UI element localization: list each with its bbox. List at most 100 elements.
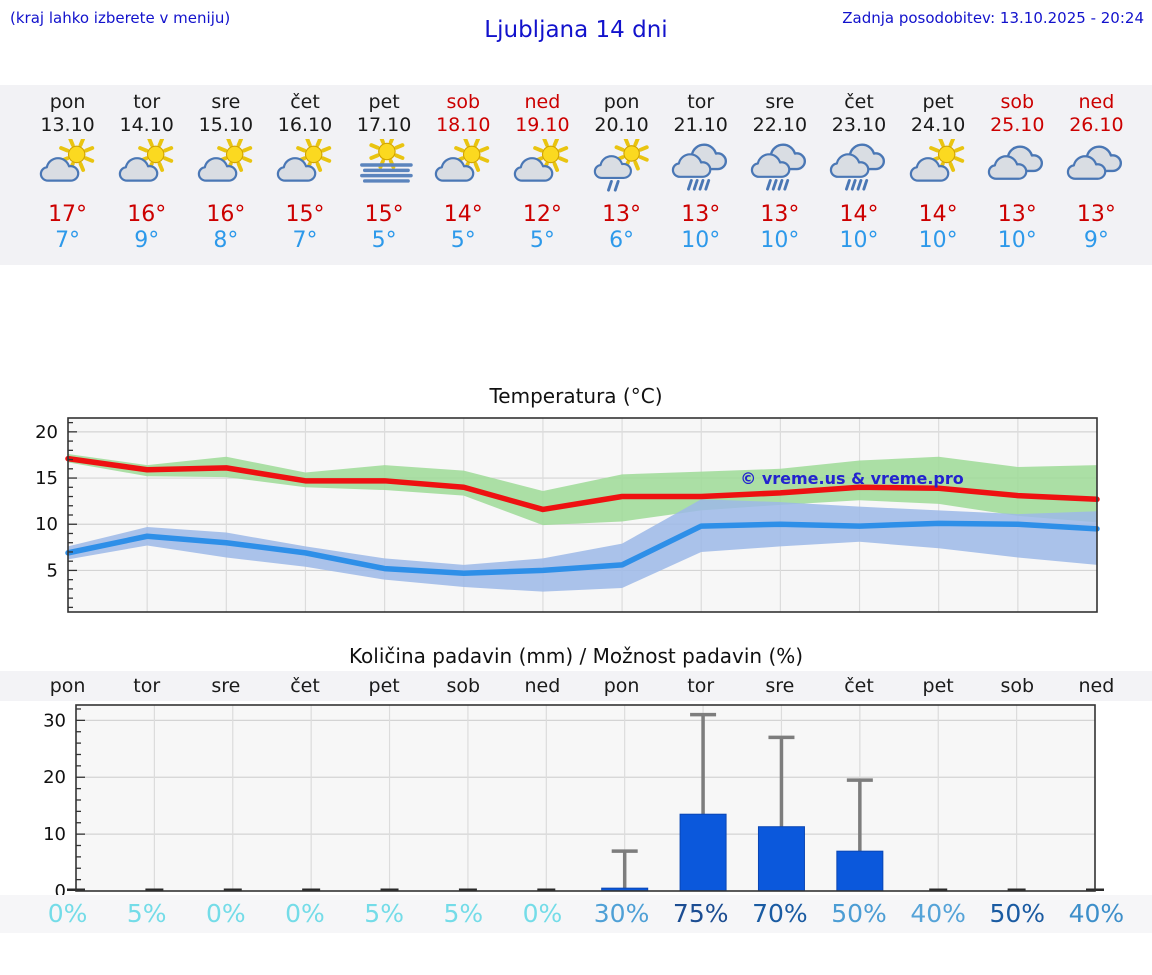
- high-temp: 16°: [127, 202, 167, 227]
- day-date: 17.10: [356, 114, 412, 136]
- precip-day-label: čet: [290, 675, 320, 697]
- high-temp: 13°: [997, 202, 1037, 227]
- day-date: 22.10: [752, 114, 808, 136]
- precip-day-label: sob: [446, 675, 481, 697]
- weather-icon: [107, 139, 186, 193]
- cloudy-icon: [1067, 145, 1123, 180]
- day-name: čet: [844, 91, 874, 113]
- partly-cloudy-icon: [118, 139, 173, 182]
- precip-probability: 70%: [752, 899, 808, 928]
- low-temp: 7°: [292, 228, 318, 253]
- partly-cloudy-icon: [909, 139, 965, 182]
- precip-probability: 40%: [910, 899, 966, 928]
- precip-probability: 5%: [443, 899, 484, 928]
- partly-cloudy-icon: [514, 139, 569, 182]
- cloudy-icon: [988, 145, 1044, 180]
- precip-probability: 75%: [672, 899, 729, 928]
- precip-day-label: čet: [844, 675, 874, 697]
- day-date: 23.10: [831, 114, 887, 136]
- precip-probability: 0%: [206, 899, 246, 928]
- precip-day-label: sob: [1000, 675, 1035, 697]
- svg-text:10: 10: [35, 514, 58, 535]
- precip-probability: 5%: [126, 899, 167, 928]
- day-date: 14.10: [119, 114, 174, 136]
- forecast-day: pon 13.10 17° 7°: [28, 85, 107, 265]
- fog-sun-icon: [360, 139, 413, 183]
- weather-icon: [265, 139, 344, 193]
- low-temp: 8°: [213, 228, 239, 253]
- precip-probability: 0%: [47, 899, 88, 928]
- day-name: sre: [765, 91, 795, 113]
- precip-day-label: ned: [1078, 675, 1115, 697]
- day-name: pon: [603, 91, 640, 113]
- high-temp: 13°: [760, 202, 800, 227]
- weather-icon: [28, 139, 107, 193]
- day-date: 25.10: [990, 114, 1045, 136]
- page-title: Ljubljana 14 dni: [484, 17, 668, 43]
- forecast-day: tor 14.10 16° 9°: [107, 85, 186, 265]
- day-name: tor: [133, 91, 161, 113]
- precip-day-label: tor: [133, 675, 161, 697]
- precipitation-chart-title: Količina padavin (mm) / Možnost padavin …: [348, 644, 804, 668]
- svg-text:5: 5: [47, 560, 58, 581]
- low-temp: 10°: [997, 228, 1037, 253]
- precip-probability: 50%: [989, 899, 1046, 928]
- high-temp: 13°: [602, 202, 642, 227]
- forecast-day: ned 26.10 13° 9°: [1057, 85, 1136, 265]
- forecast-day: ned 19.10 12° 5°: [503, 85, 582, 265]
- precip-day-label: sre: [211, 675, 241, 697]
- forecast-day: sre 22.10 13° 10°: [740, 85, 819, 265]
- precip-probability: 50%: [831, 899, 887, 928]
- svg-text:0: 0: [55, 881, 66, 900]
- precipitation-chart: 0 10 20 30: [43, 704, 1104, 900]
- high-temp: 13°: [681, 202, 721, 227]
- low-temp: 10°: [839, 228, 879, 253]
- forecast-day: čet 23.10 14° 10°: [819, 85, 898, 265]
- precip-day-label: pon: [603, 675, 640, 697]
- precip-probability: 0%: [522, 899, 563, 928]
- forecast-strip: pon 13.10 17° 7° tor 14.10 16° 9° sre 15.10 16° 8° č…: [0, 85, 1152, 265]
- low-temp: 6°: [609, 228, 635, 253]
- partly-cloudy-icon: [435, 139, 490, 182]
- day-date: 21.10: [673, 114, 728, 136]
- day-name: sob: [1000, 91, 1035, 113]
- rain-icon: [829, 143, 886, 191]
- weather-icon: [345, 139, 424, 193]
- precip-day-labels: pon tor sre čet pet sob ned pon tor sre čet pet sob n…: [0, 671, 1152, 701]
- weather-icon: [503, 139, 582, 193]
- rain-icon: [671, 143, 727, 191]
- forecast-day: tor 21.10 13° 10°: [661, 85, 740, 265]
- low-temp: 5°: [450, 228, 476, 253]
- svg-text:20: 20: [35, 422, 58, 443]
- precip-day-label: pon: [49, 675, 86, 697]
- low-temp: 10°: [918, 228, 958, 253]
- low-temp: 10°: [760, 228, 800, 253]
- temperature-chart-title: Temperatura (°C): [489, 384, 663, 408]
- high-temp: 14°: [918, 202, 958, 227]
- svg-text:15: 15: [35, 468, 58, 489]
- partly-cloudy-icon: [276, 139, 332, 182]
- watermark: © vreme.us & vreme.pro: [740, 469, 963, 488]
- high-temp: 12°: [522, 202, 562, 227]
- svg-text:20: 20: [43, 767, 66, 788]
- day-date: 24.10: [910, 114, 966, 136]
- weather-icon: [661, 139, 740, 193]
- low-temp: 5°: [371, 228, 397, 253]
- weather-icon: [740, 139, 819, 193]
- weather-icon: [819, 139, 898, 193]
- weather-icon: [582, 139, 661, 193]
- last-updated: Zadnja posodobitev: 13.10.2025 - 20:24: [842, 9, 1144, 27]
- precip-probability: 0%: [285, 899, 325, 928]
- high-temp: 14°: [443, 202, 483, 227]
- day-name: sre: [211, 91, 241, 113]
- precip-probability: 30%: [593, 899, 650, 928]
- high-temp: 17°: [48, 202, 88, 227]
- high-temp: 16°: [206, 202, 246, 227]
- high-temp: 13°: [1076, 202, 1116, 227]
- precip-probability: 5%: [364, 899, 404, 928]
- weather-icon: [899, 139, 978, 193]
- weather-icon: [186, 139, 265, 193]
- partly-cloudy-icon: [197, 139, 253, 182]
- forecast-day: sob 25.10 13° 10°: [978, 85, 1057, 265]
